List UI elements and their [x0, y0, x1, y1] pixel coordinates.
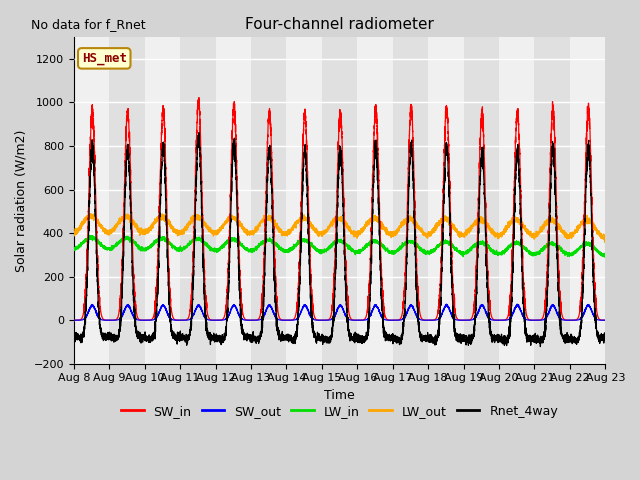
- Text: No data for f_Rnet: No data for f_Rnet: [31, 18, 146, 31]
- Bar: [463, 37, 499, 364]
- Bar: [428, 37, 463, 364]
- Bar: [499, 37, 534, 364]
- Text: HS_met: HS_met: [82, 52, 127, 65]
- Y-axis label: Solar radiation (W/m2): Solar radiation (W/m2): [15, 129, 28, 272]
- Bar: [145, 37, 180, 364]
- Title: Four-channel radiometer: Four-channel radiometer: [245, 17, 434, 32]
- X-axis label: Time: Time: [324, 389, 355, 402]
- Legend: SW_in, SW_out, LW_in, LW_out, Rnet_4way: SW_in, SW_out, LW_in, LW_out, Rnet_4way: [116, 400, 563, 423]
- Bar: [322, 37, 357, 364]
- Bar: [393, 37, 428, 364]
- Bar: [570, 37, 605, 364]
- Bar: [251, 37, 286, 364]
- Bar: [534, 37, 570, 364]
- Bar: [357, 37, 393, 364]
- Bar: [109, 37, 145, 364]
- Bar: [180, 37, 216, 364]
- Bar: [286, 37, 322, 364]
- Bar: [74, 37, 109, 364]
- Bar: [216, 37, 251, 364]
